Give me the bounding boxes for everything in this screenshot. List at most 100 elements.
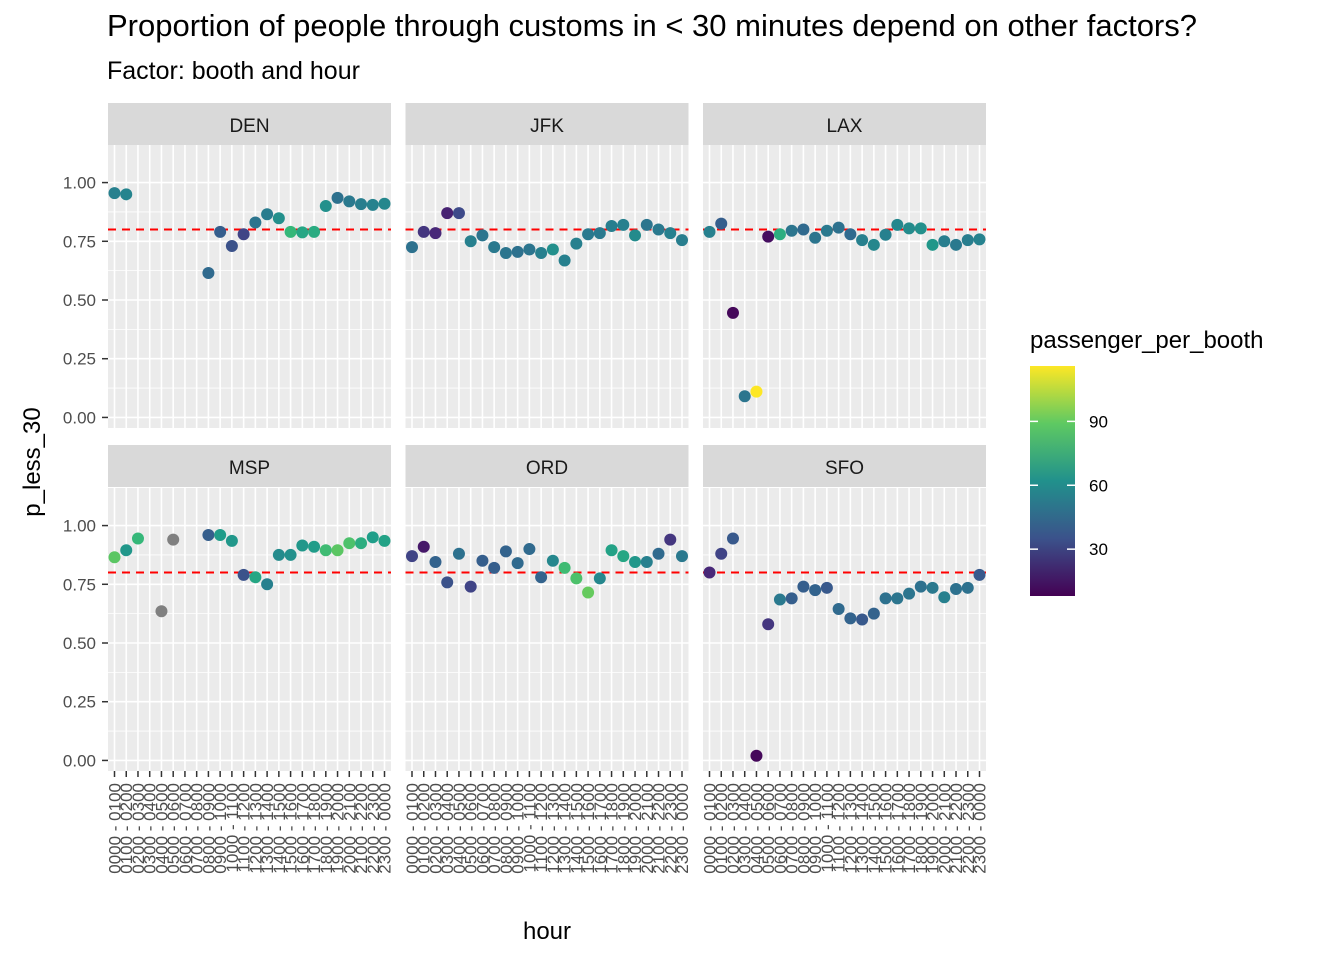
data-point <box>284 225 297 238</box>
x-tick-label: 2300 - 0000 <box>971 783 990 874</box>
data-point <box>926 581 939 594</box>
data-point <box>879 228 892 241</box>
x-tick-label: 1500 - 1600 <box>877 783 896 874</box>
chart-subtitle: Factor: booth and hour <box>107 57 360 85</box>
data-point <box>249 571 262 584</box>
data-point <box>441 207 454 220</box>
x-tick-label: 1500 - 1600 <box>282 783 301 874</box>
data-point <box>652 547 665 560</box>
data-point <box>523 543 536 556</box>
x-tick-label: 0400 - 0500 <box>152 783 171 874</box>
data-point <box>617 218 630 231</box>
panel-background <box>703 145 986 428</box>
data-point <box>378 534 391 547</box>
data-point <box>464 580 477 593</box>
x-tick-label: 2200 - 2300 <box>661 783 680 874</box>
x-tick-label: 0300 - 0400 <box>141 783 160 874</box>
x-tick-label: 2100 - 2200 <box>947 783 966 874</box>
data-point <box>499 545 512 558</box>
data-point <box>343 537 356 550</box>
facet-strip-label: JFK <box>530 116 564 137</box>
x-tick-label: 1100 - 1200 <box>532 783 551 872</box>
data-point <box>214 225 227 238</box>
data-point <box>703 566 716 579</box>
x-tick-label: 1400 - 1500 <box>865 783 884 874</box>
data-point <box>558 561 571 574</box>
data-point <box>938 235 951 248</box>
y-tick-label: 0.50 <box>63 291 96 310</box>
legend-tick-label: 60 <box>1089 476 1108 495</box>
data-point <box>809 584 822 597</box>
data-point <box>879 592 892 605</box>
data-point <box>108 551 121 564</box>
x-tick-label: 0600 - 0700 <box>473 783 492 874</box>
data-point <box>523 243 536 256</box>
data-point <box>773 593 786 606</box>
data-point <box>120 188 133 201</box>
facet-strip <box>405 445 689 487</box>
data-point <box>570 237 583 250</box>
x-tick-label: 1700 - 1800 <box>900 783 919 874</box>
x-tick-label: 1900 - 2000 <box>329 783 348 874</box>
data-point <box>214 528 227 541</box>
facet-panel-jfk: JFK <box>405 103 689 428</box>
x-tick-label: 0200 - 0300 <box>129 783 148 874</box>
y-tick-label: 0.25 <box>63 693 96 712</box>
x-tick-label: 0100 - 0200 <box>117 783 136 874</box>
facet-strip <box>703 445 986 487</box>
data-point <box>452 207 465 220</box>
data-point <box>750 385 763 398</box>
data-point <box>605 544 618 557</box>
x-tick-label: 0300 - 0400 <box>438 783 457 874</box>
x-tick-label: 1000 - 1100 <box>223 783 242 872</box>
data-point <box>558 254 571 267</box>
x-tick-label: 1700 - 1800 <box>305 783 324 874</box>
x-tick-label: 1100 - 1200 <box>235 783 254 872</box>
data-point <box>261 578 274 591</box>
data-point <box>715 217 728 230</box>
panel-background <box>405 488 689 771</box>
x-tick-label: 1000 - 1100 <box>520 783 539 872</box>
data-point <box>738 390 751 403</box>
data-point <box>202 266 215 279</box>
x-tick-label: 2200 - 2300 <box>959 783 978 874</box>
x-tick-label: 1300 - 1400 <box>258 783 277 874</box>
facet-strip-label: ORD <box>526 458 568 479</box>
data-point <box>856 234 869 247</box>
x-tick-label: 1100 - 1200 <box>830 783 849 872</box>
panel-background <box>703 488 986 771</box>
y-tick-label: 0.00 <box>63 408 96 427</box>
x-tick-label: 1400 - 1500 <box>567 783 586 874</box>
x-tick-label: 0800 - 0900 <box>794 783 813 874</box>
chart-title: Proportion of people through customs in … <box>107 8 1197 43</box>
data-point <box>488 241 501 254</box>
data-point <box>652 223 665 236</box>
data-point <box>582 586 595 599</box>
x-tick-label: 0200 - 0300 <box>724 783 743 874</box>
data-point <box>903 222 916 235</box>
data-point <box>726 306 739 319</box>
data-point <box>284 548 297 561</box>
x-tick-label: 0900 - 1000 <box>509 783 528 874</box>
x-tick-label: 1900 - 2000 <box>924 783 943 874</box>
data-point <box>476 229 489 242</box>
y-tick-label: 1.00 <box>63 517 96 536</box>
x-tick-label: 0700 - 0800 <box>188 783 207 874</box>
data-point <box>202 528 215 541</box>
data-point <box>820 224 833 237</box>
facet-strip-label: MSP <box>229 458 270 479</box>
x-tick-label: 1800 - 1900 <box>614 783 633 874</box>
data-point <box>844 228 857 241</box>
x-tick-label: 1600 - 1700 <box>888 783 907 874</box>
data-point <box>832 602 845 615</box>
data-point <box>535 571 548 584</box>
data-point <box>378 197 391 210</box>
data-point <box>914 222 927 235</box>
y-tick-label: 0.00 <box>63 751 96 770</box>
data-point <box>676 550 688 563</box>
data-point <box>155 605 168 618</box>
data-point <box>476 554 489 567</box>
